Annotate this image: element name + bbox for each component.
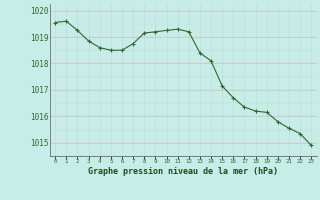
X-axis label: Graphe pression niveau de la mer (hPa): Graphe pression niveau de la mer (hPa) [88, 167, 278, 176]
